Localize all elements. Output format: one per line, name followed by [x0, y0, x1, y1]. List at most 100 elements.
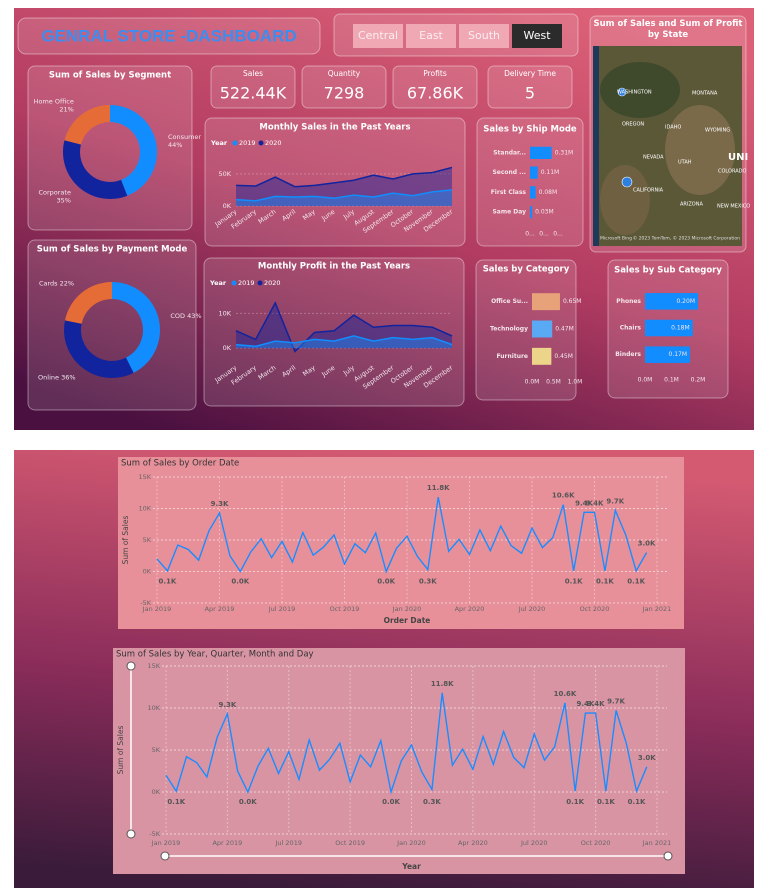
bar: [645, 319, 693, 337]
slice-label: COD 43%: [170, 312, 201, 320]
value-label: 10.6K: [554, 690, 577, 698]
map-label: WASHINGTON: [617, 90, 652, 96]
chart-title: Sum of Sales by Year, Quarter, Month and…: [116, 650, 314, 660]
map-brand: Microsoft Bing: [600, 236, 632, 242]
value-label: 0.1K: [627, 578, 645, 586]
value-label: 0.3K: [419, 578, 437, 586]
slider-handle[interactable]: [663, 851, 673, 861]
y-category-label: Binders: [615, 351, 641, 358]
chart-panel: [476, 117, 584, 247]
filter-button-bg[interactable]: [353, 24, 403, 48]
map-terrain: [600, 62, 680, 118]
kpi-value: 7298: [324, 84, 365, 103]
map-terrain: [600, 165, 650, 235]
legend-marker: [258, 140, 264, 146]
map-attribution: © 2023 TomTom, © 2023 Microsoft Corporat…: [633, 235, 740, 242]
x-tick-label: Apr 2019: [205, 605, 235, 613]
x-tick-label: 0.2M: [691, 377, 706, 384]
value-label: 9.4K: [575, 499, 593, 507]
filter-button-bg[interactable]: [512, 24, 562, 48]
kpi-value: 522.44K: [220, 84, 287, 103]
value-label: 0.1K: [565, 578, 583, 586]
value-label: 9.3K: [211, 500, 229, 508]
map-title: Sum of Sales and Sum of Profit by State: [593, 19, 743, 40]
filter-button-bg[interactable]: [406, 24, 456, 48]
value-label: 3.0K: [638, 540, 656, 548]
y-category-label: Office Su...: [491, 298, 528, 305]
value-label: 0.18M: [671, 325, 690, 332]
x-tick-label: 0.5M: [546, 379, 561, 386]
map-label: COLORADO: [718, 169, 747, 175]
x-tick-label: 0...: [553, 231, 563, 238]
x-tick-label: Jan 2019: [142, 605, 172, 613]
x-tick-label: Jul 2019: [268, 605, 295, 613]
x-tick-label: Oct 2019: [335, 839, 365, 847]
slice-value: 35%: [57, 196, 71, 204]
slider-handle[interactable]: [126, 661, 136, 671]
filter-button-bg[interactable]: [459, 24, 509, 48]
y-tick-label: 10K: [218, 309, 231, 317]
x-tick-label: Jan 2020: [392, 605, 422, 613]
legend-marker: [257, 280, 263, 286]
x-tick-label: Oct 2020: [580, 605, 610, 613]
dashboard-title: GENRAL STORE -DASHBOARD: [41, 26, 296, 45]
y-tick-label: 0K: [223, 344, 232, 352]
y-tick-label: 10K: [147, 704, 160, 712]
filter-button[interactable]: Central: [353, 24, 403, 48]
y-tick-label: -5K: [140, 599, 151, 607]
value-label: 9.7K: [607, 698, 625, 706]
x-tick-label: Jan 2020: [396, 839, 426, 847]
bar: [530, 166, 538, 179]
y-tick-label: 10K: [138, 505, 151, 513]
x-tick-label: 0.1M: [664, 377, 679, 384]
legend-label: 2020: [265, 139, 282, 147]
filter-label[interactable]: Central: [358, 29, 398, 42]
legend-marker: [232, 140, 238, 146]
chart-title: Monthly Sales in the Past Years: [259, 123, 410, 133]
x-tick-label: Apr 2020: [455, 605, 485, 613]
legend-label: 2019: [239, 139, 256, 147]
pie-slice: [63, 140, 128, 199]
kpi-label: Delivery Time: [504, 69, 556, 78]
y-category-label: Chairs: [620, 325, 642, 332]
slider-handle[interactable]: [126, 829, 136, 839]
value-label: 0.1K: [628, 798, 646, 806]
value-label: 11.8K: [431, 680, 454, 688]
chart-panel: [27, 239, 197, 411]
series-line: [235, 301, 453, 353]
value-label: 0.31M: [555, 149, 574, 156]
value-label: 0.0K: [377, 578, 395, 586]
bar: [532, 347, 552, 365]
slice-category: Corporate: [38, 188, 71, 196]
pie-slice: [110, 105, 157, 196]
filter-label[interactable]: East: [419, 29, 443, 42]
value-label: 0.0K: [382, 798, 400, 806]
value-label: 0.1K: [597, 798, 615, 806]
slice-category: Consumer: [168, 133, 201, 141]
chart-panel: [27, 65, 193, 231]
y-category-label: Second ...: [492, 169, 526, 176]
series-line: [165, 692, 648, 795]
map-label: OREGON: [622, 122, 644, 128]
legend-title: Year: [210, 139, 228, 147]
chart-panel: [113, 648, 685, 874]
value-label: 0.65M: [563, 298, 582, 305]
slider-handle[interactable]: [160, 851, 170, 861]
pie-slice: [64, 282, 112, 324]
value-label: 0.45M: [554, 353, 573, 360]
slice-label: Online 36%: [38, 374, 75, 382]
filter-label[interactable]: South: [468, 29, 500, 42]
filter-button[interactable]: East: [406, 24, 456, 48]
bar: [645, 346, 691, 363]
filter-button[interactable]: South: [459, 24, 509, 48]
x-tick-label: Jan 2019: [151, 839, 181, 847]
x-tick-label: 0...: [525, 231, 535, 238]
filter-button[interactable]: West: [512, 24, 562, 48]
value-label: 0.47M: [555, 326, 574, 333]
value-label: 0.3K: [423, 798, 441, 806]
kpi-label: Sales: [243, 69, 263, 78]
series-line: [235, 166, 453, 188]
filter-label[interactable]: West: [523, 29, 551, 42]
bar: [530, 186, 536, 199]
y-category-label: Standar...: [493, 149, 526, 156]
